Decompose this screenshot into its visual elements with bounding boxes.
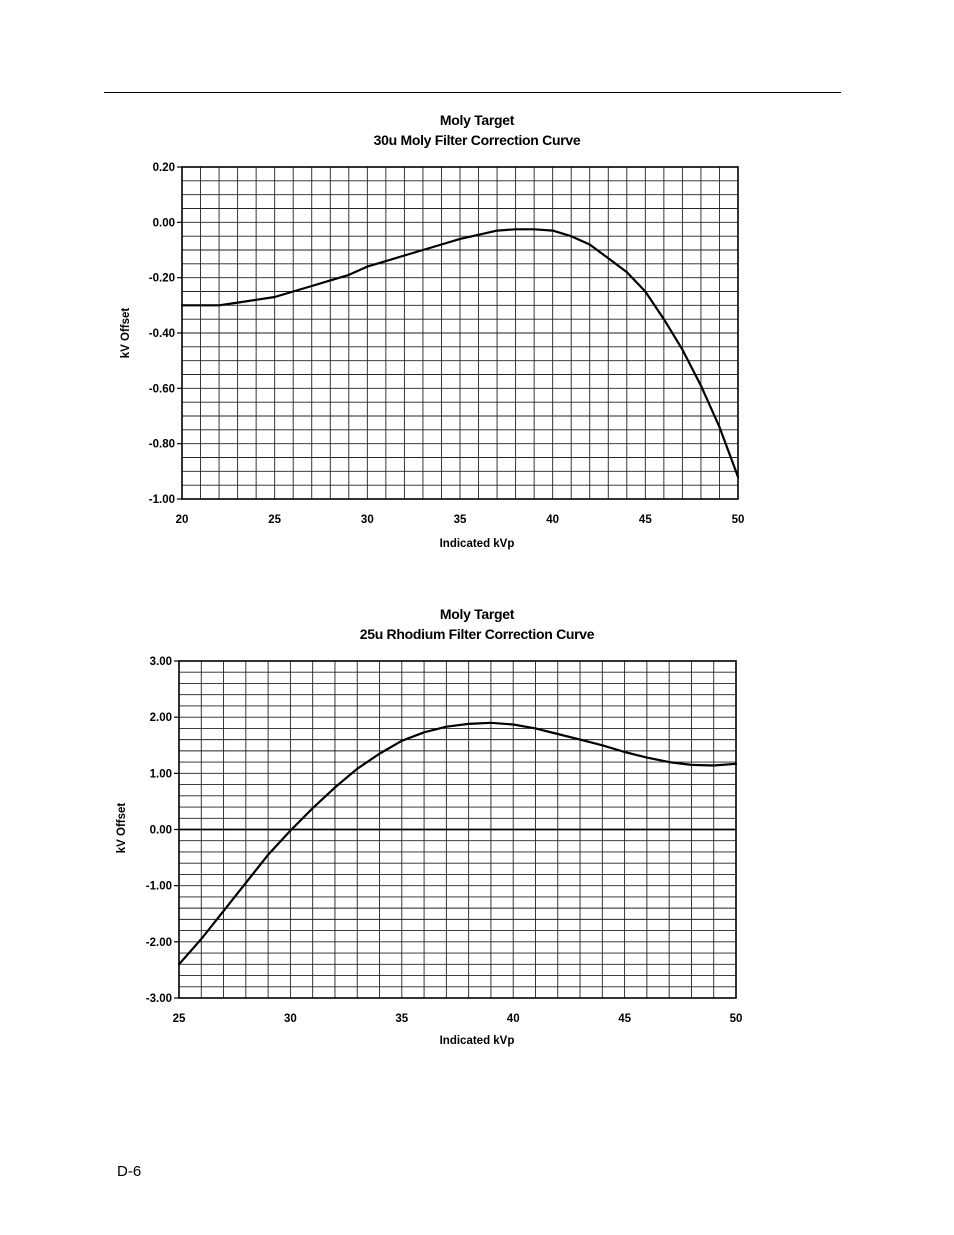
y-tick-label: 1.00	[150, 768, 172, 780]
x-tick-label: 35	[395, 1013, 408, 1025]
chart-subtitle: 30u Moly Filter Correction Curve	[373, 132, 581, 148]
x-tick-label: 30	[361, 514, 374, 526]
x-tick-label: 50	[730, 1013, 743, 1025]
series-line	[180, 228, 740, 478]
y-tick-label: 0.00	[150, 825, 172, 837]
y-tick-label: 3.00	[150, 656, 172, 668]
x-tick-label: 45	[639, 514, 652, 526]
page-number: D-6	[117, 1163, 142, 1180]
x-tick-label: 45	[618, 1013, 631, 1025]
y-tick-label: 0.00	[153, 217, 175, 229]
y-tick-label: -0.40	[149, 328, 175, 340]
moly-filter-chart: Moly Target 30u Moly Filter Correction C…	[0, 100, 954, 570]
y-axis-label: kV Offset	[120, 307, 132, 359]
x-tick-label: 50	[732, 514, 745, 526]
y-tick-label: -0.20	[149, 273, 175, 285]
chart-subtitle: 25u Rhodium Filter Correction Curve	[359, 626, 595, 642]
y-tick-label: -0.60	[149, 383, 175, 395]
y-tick-label: -1.00	[146, 881, 172, 893]
y-tick-label: -2.00	[146, 937, 172, 949]
y-tick-label: -0.80	[149, 439, 175, 451]
y-tick-label: 2.00	[150, 712, 172, 724]
rhodium-filter-chart: Moly Target 25u Rhodium Filter Correctio…	[0, 595, 954, 1065]
x-tick-label: 25	[173, 1013, 186, 1025]
x-axis-label: Indicated kVp	[439, 1035, 515, 1047]
y-tick-label: -3.00	[146, 993, 172, 1005]
x-tick-label: 40	[546, 514, 559, 526]
chart-title: Moly Target	[439, 606, 515, 622]
x-tick-label: 20	[176, 514, 189, 526]
x-axis-label: Indicated kVp	[439, 538, 515, 550]
y-tick-label: 0.20	[153, 162, 175, 174]
y-axis-label: kV Offset	[116, 802, 128, 854]
x-tick-label: 25	[268, 514, 281, 526]
x-tick-label: 40	[507, 1013, 520, 1025]
header-rule	[104, 92, 841, 93]
x-tick-label: 30	[284, 1013, 297, 1025]
series-line	[177, 721, 738, 966]
y-tick-label: -1.00	[149, 494, 175, 506]
x-tick-label: 35	[454, 514, 467, 526]
chart-title: Moly Target	[439, 112, 515, 128]
